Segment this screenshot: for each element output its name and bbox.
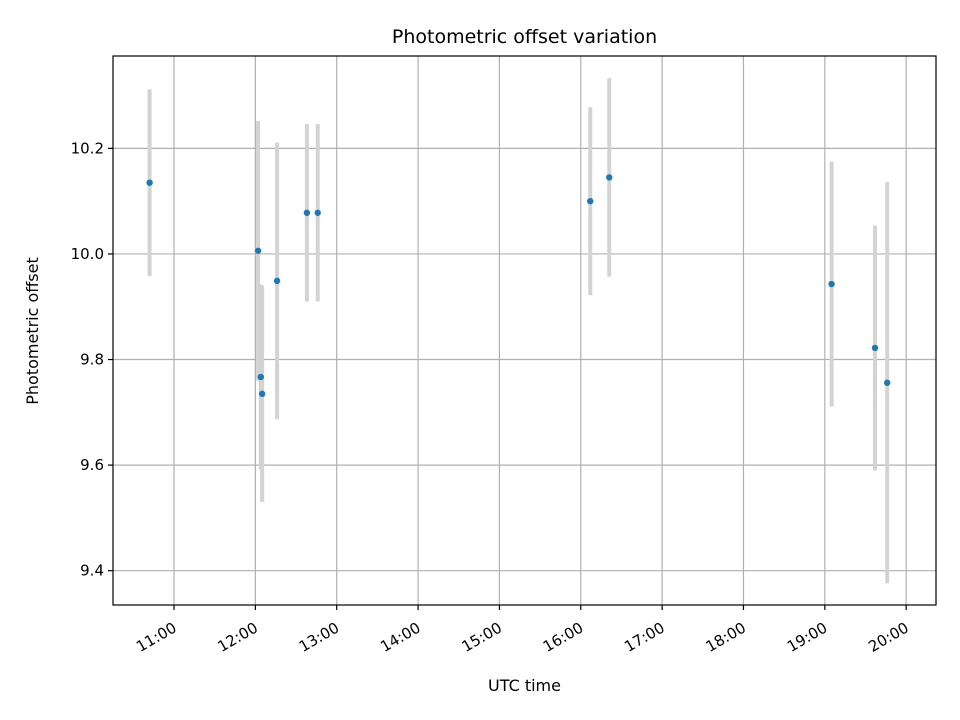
data-point xyxy=(254,247,262,254)
data-point xyxy=(587,197,594,205)
data-point xyxy=(273,277,281,285)
data-point xyxy=(258,390,266,398)
data-point xyxy=(257,373,264,381)
y-axis-title: Photometric offset xyxy=(23,257,42,405)
y-tick-label: 9.8 xyxy=(80,351,104,369)
plot-frame xyxy=(112,55,937,606)
data-point xyxy=(606,174,613,181)
data-point xyxy=(828,280,835,288)
y-tick-label: 9.6 xyxy=(80,456,104,474)
point-layer xyxy=(146,174,891,398)
grid-layer xyxy=(113,56,936,605)
x-axis-title: UTC time xyxy=(488,676,561,695)
y-tick-label: 10.0 xyxy=(71,245,104,263)
y-tick-label: 10.2 xyxy=(71,139,104,157)
data-point xyxy=(146,179,153,186)
y-tick-label: 9.4 xyxy=(80,562,104,580)
data-point xyxy=(871,344,879,352)
data-point xyxy=(303,209,311,216)
chart-title: Photometric offset variation xyxy=(392,26,657,48)
data-point xyxy=(314,209,321,216)
data-point xyxy=(883,379,891,386)
